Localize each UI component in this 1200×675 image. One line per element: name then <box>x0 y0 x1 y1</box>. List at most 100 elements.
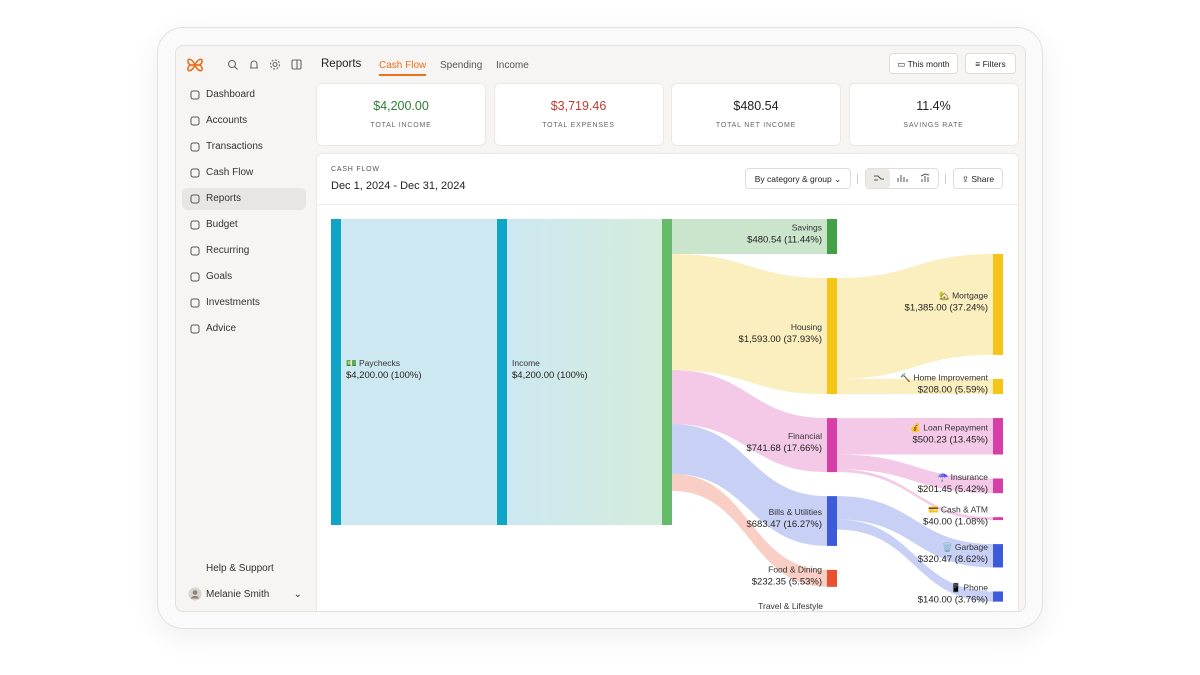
stat-label: TOTAL INCOME <box>370 122 432 129</box>
nav-icon <box>190 90 200 100</box>
view-toggle[interactable] <box>865 168 939 190</box>
node-amount: $140.00 (3.76%) <box>918 595 988 606</box>
nav-item[interactable]: Accounts <box>182 110 306 132</box>
flow <box>341 219 497 525</box>
node-amount: $480.54 (11.44%) <box>747 235 822 246</box>
nav-icon <box>190 324 200 334</box>
node-amount: $201.45 (5.42%) <box>918 484 988 495</box>
nav-icon <box>190 168 200 178</box>
nav-item[interactable]: Reports <box>182 188 306 210</box>
divider <box>945 174 946 184</box>
nav-icon <box>190 272 200 282</box>
filters-button[interactable]: ≡ Filters <box>965 53 1016 74</box>
nav-icon <box>190 298 200 308</box>
select-label: By category & group <box>754 174 832 184</box>
page-title: Reports <box>321 58 362 70</box>
flow <box>837 469 993 521</box>
stat-card: $480.54 TOTAL NET INCOME <box>671 83 841 146</box>
flow <box>837 378 993 395</box>
node-name: Bills & Utilities <box>769 507 822 517</box>
node-name: 💰 Loan Repayment <box>910 422 988 433</box>
income-node <box>497 219 507 525</box>
node-amount: $232.35 (5.53%) <box>752 576 822 587</box>
stat-card: $3,719.46 TOTAL EXPENSES <box>493 83 664 146</box>
category-node <box>827 496 837 546</box>
group-node <box>993 478 1003 494</box>
avatar <box>188 587 202 601</box>
user-menu[interactable]: Melanie Smith ⌄ <box>206 589 302 600</box>
separator <box>317 204 1018 205</box>
node-name: Housing <box>791 322 822 332</box>
node-amount: $40.00 (1.08%) <box>923 517 988 528</box>
group-node <box>993 254 1003 355</box>
group-node <box>993 517 1003 521</box>
help-link[interactable]: Help & Support <box>182 558 306 580</box>
node-name: Food & Dining <box>768 564 822 574</box>
button-label: Share <box>971 174 995 184</box>
stat-card: 11.4% SAVINGS RATE <box>848 83 1019 146</box>
flow <box>672 370 827 473</box>
node-name: Income <box>512 358 540 368</box>
nav-item[interactable]: Transactions <box>182 136 306 158</box>
stat-value: 11.4% <box>916 99 951 113</box>
flow <box>837 519 993 602</box>
nav-icon <box>190 116 200 126</box>
node-name: Savings <box>792 223 822 233</box>
help-label: Help & Support <box>206 563 274 574</box>
tab[interactable]: Income <box>496 60 529 71</box>
nav-item[interactable]: Recurring <box>182 240 306 262</box>
app-window: Reports ▭ This month ≡ Filters Help & Su… <box>175 45 1026 612</box>
node-amount: $741.68 (17.66%) <box>746 443 822 454</box>
nav-item[interactable]: Investments <box>182 292 306 314</box>
group-node <box>993 591 1003 602</box>
flow <box>837 454 993 494</box>
button-label: This month <box>907 59 950 69</box>
flow <box>837 254 993 379</box>
flow <box>672 473 827 587</box>
nav-icon <box>190 142 200 152</box>
nav-item[interactable]: Goals <box>182 266 306 288</box>
share-button[interactable]: ⇪ Share <box>953 168 1003 189</box>
node-name: 📱 Phone <box>950 583 988 593</box>
nav-icon <box>190 246 200 256</box>
sankey-chart: 💵 Paychecks $4,200.00 (100%) Income $4,200.… <box>331 219 1003 611</box>
node-name: 🗑️ Garbage <box>942 542 988 552</box>
node-amount: $4,200.00 (100%) <box>346 370 422 381</box>
node-amount: $4,200.00 (100%) <box>512 370 588 381</box>
date-button[interactable]: ▭ This month <box>889 53 958 74</box>
node-amount: $320.47 (8.62%) <box>918 554 988 565</box>
nav-item[interactable]: Dashboard <box>182 84 306 106</box>
tab[interactable]: Spending <box>440 60 483 71</box>
nav-item[interactable]: Advice <box>182 318 306 340</box>
flow <box>672 424 827 546</box>
tab[interactable]: Cash Flow <box>379 60 427 76</box>
source-node <box>331 219 341 525</box>
stat-label: SAVINGS RATE <box>903 122 964 129</box>
divider <box>857 174 858 184</box>
stat-value: $480.54 <box>733 99 779 113</box>
category-node <box>827 418 837 473</box>
nav-item[interactable]: Cash Flow <box>182 162 306 184</box>
nav-item[interactable]: Budget <box>182 214 306 236</box>
flow <box>837 496 993 568</box>
stat-value: $4,200.00 <box>373 99 429 113</box>
stat-value: $3,719.46 <box>550 99 607 113</box>
user-name: Melanie Smith <box>206 589 270 600</box>
node-amount: $500.23 (13.45%) <box>912 434 988 445</box>
group-node <box>993 378 1003 395</box>
node-amount: $683.47 (16.27%) <box>746 519 822 530</box>
nav-icon <box>190 220 200 230</box>
flow <box>507 219 662 525</box>
node-amount: $208.00 (5.59%) <box>918 384 988 395</box>
date-range: Dec 1, 2024 - Dec 31, 2024 <box>331 180 466 192</box>
group-by-select[interactable]: By category & group ⌄ <box>745 168 851 189</box>
category-node <box>827 569 837 587</box>
toolbar-icons[interactable] <box>226 58 306 72</box>
cash-flow-panel: CASH FLOW Dec 1, 2024 - Dec 31, 2024 By … <box>316 153 1019 611</box>
node-name: 🏡 Mortgage <box>939 290 988 300</box>
logo <box>187 58 203 72</box>
category-node <box>827 278 837 395</box>
group-node <box>993 544 1003 568</box>
nav-icon <box>190 194 200 204</box>
